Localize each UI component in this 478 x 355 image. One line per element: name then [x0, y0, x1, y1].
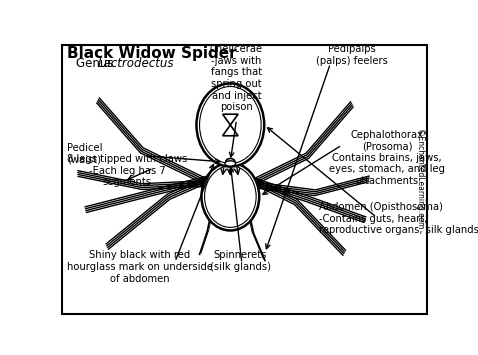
Text: Black Widow Spider: Black Widow Spider	[67, 46, 237, 61]
Ellipse shape	[226, 158, 235, 165]
Text: Cephalothorax
(Prosoma)
Contains brains, jaws,
eyes, stomach, and leg
attachment: Cephalothorax (Prosoma) Contains brains,…	[329, 130, 445, 186]
Text: Lactrodectus: Lactrodectus	[98, 57, 174, 70]
Text: Chelicerae
-jaws with
fangs that
spring out
and inject
poison: Chelicerae -jaws with fangs that spring …	[210, 44, 263, 112]
FancyBboxPatch shape	[63, 45, 427, 315]
Text: Shiny black with red
hourglass mark on underside
of abdomen: Shiny black with red hourglass mark on u…	[67, 251, 213, 284]
Text: ©EnchantedLearning.com: ©EnchantedLearning.com	[414, 129, 424, 229]
Ellipse shape	[205, 166, 256, 228]
Text: Pedicel
(waist): Pedicel (waist)	[67, 143, 103, 164]
Ellipse shape	[196, 83, 264, 166]
Text: Genus: Genus	[76, 57, 118, 70]
Text: Abdomen (Opisthosoma)
-Contains guts, heart,
reproductive organs, silk glands: Abdomen (Opisthosoma) -Contains guts, he…	[319, 202, 478, 235]
Ellipse shape	[199, 87, 261, 164]
Ellipse shape	[201, 163, 259, 230]
Text: Pedipalps
(palps) feelers: Pedipalps (palps) feelers	[316, 44, 388, 66]
Ellipse shape	[225, 161, 236, 166]
Text: Spinnerets
(silk glands): Spinnerets (silk glands)	[210, 251, 271, 272]
Text: 8 legs tipped with claws
-Each leg has 7
segments: 8 legs tipped with claws -Each leg has 7…	[67, 154, 187, 187]
